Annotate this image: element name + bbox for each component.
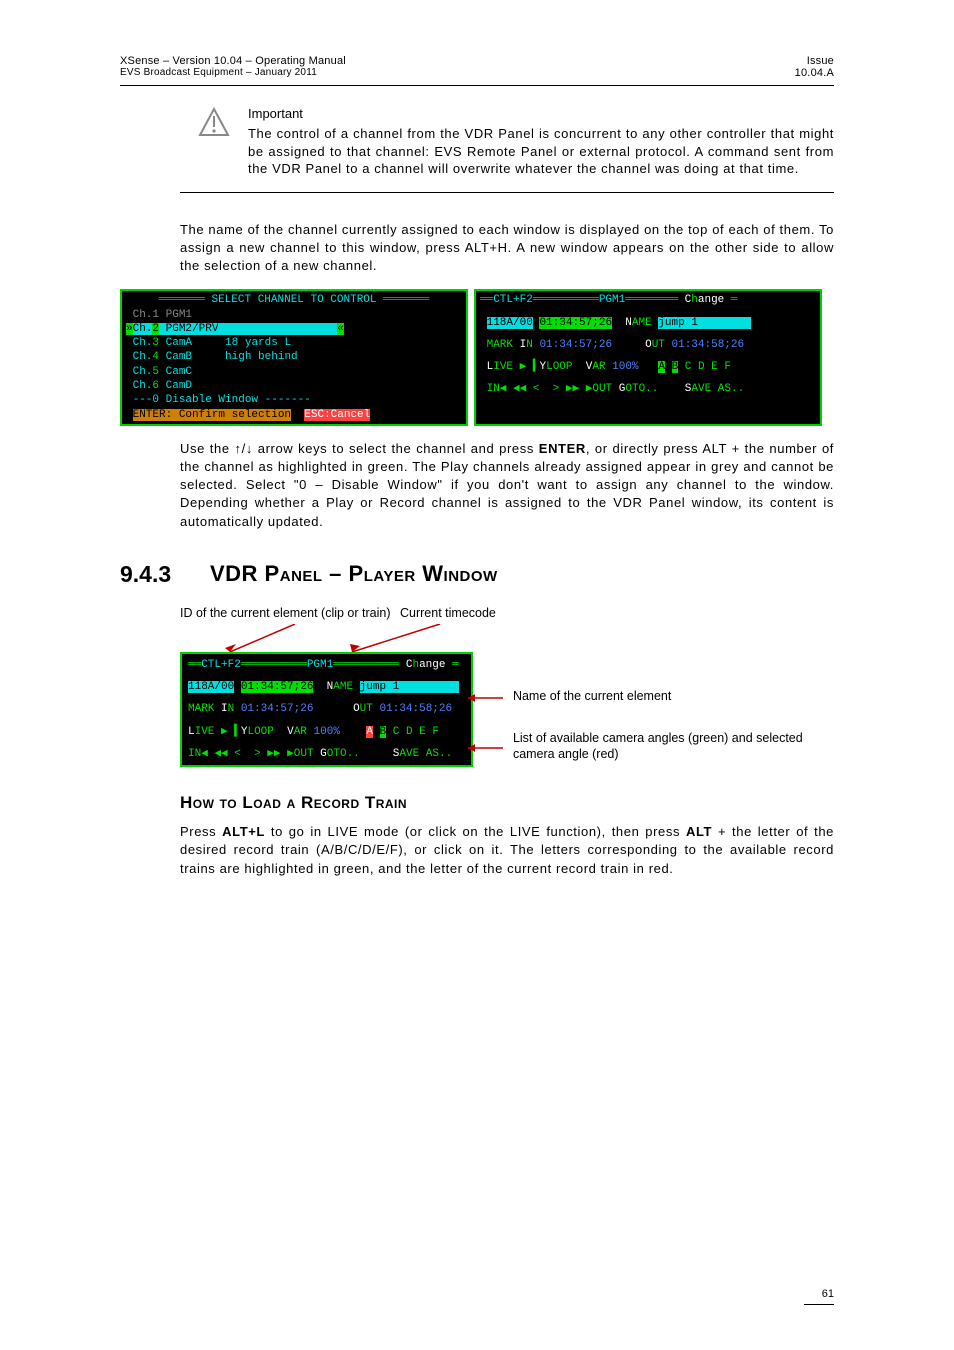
channel-row-3: Ch.3 CamA 18 yards L (126, 336, 462, 350)
section-title: VDR Panel – Player Window (210, 561, 498, 588)
cancel-label: ESC:Cancel (304, 409, 370, 421)
section-heading: 9.4.3 VDR Panel – Player Window (120, 561, 834, 588)
terminal-pair: ═══════ SELECT CHANNEL TO CONTROL ══════… (120, 289, 834, 426)
page-header: XSense – Version 10.04 – Operating Manua… (120, 55, 834, 79)
header-title: XSense – Version 10.04 – Operating Manua… (120, 55, 346, 67)
page-number: 61 (804, 1288, 834, 1305)
header-rule (120, 85, 834, 86)
mark-out-tc: 01:34:58;26 (672, 339, 745, 351)
channel-select-window: ═══════ SELECT CHANNEL TO CONTROL ══════… (120, 289, 468, 426)
channel-select-title: SELECT CHANNEL TO CONTROL (211, 294, 376, 306)
timecode: 01:34:57;26 (539, 317, 612, 329)
important-body: The control of a channel from the VDR Pa… (248, 125, 834, 178)
warning-icon (198, 106, 230, 143)
para-1: The name of the channel currently assign… (180, 221, 834, 276)
arrows-down (180, 624, 834, 652)
var-value: 100% (612, 361, 638, 373)
important-title: Important (248, 106, 834, 121)
clip-id: 118A/00 (487, 317, 533, 329)
player-window-small: ══CTL+F2══════════PGM1════════ Change ═ … (474, 289, 822, 426)
header-subtitle: EVS Broadcast Equipment – January 2011 (120, 67, 346, 78)
anno-tc: Current timecode (400, 606, 580, 620)
anno-name: Name of the current element (513, 689, 671, 703)
anno-id: ID of the current element (clip or train… (180, 606, 400, 620)
section-number: 9.4.3 (120, 561, 210, 588)
channel-disable: ---0 Disable Window ------- (126, 393, 462, 407)
annotation-row-top: ID of the current element (clip or train… (180, 606, 834, 620)
player-figure: ══CTL+F2══════════PGM1══════════ Change … (120, 652, 834, 767)
para-2: Use the ↑/↓ arrow keys to select the cha… (180, 440, 834, 531)
anno-cams: List of available camera angles (green) … (513, 731, 803, 761)
left-arrow-icon (463, 692, 503, 704)
subsection-heading: How to Load a Record Train (180, 793, 834, 813)
mark-in-tc: 01:34:57;26 (539, 339, 612, 351)
confirm-label: ENTER: Confirm selection (133, 409, 291, 421)
pgm-label: PGM1 (599, 294, 625, 306)
header-issue-value: 10.04.A (795, 67, 834, 79)
channel-row-5: Ch.5 CamC (126, 365, 462, 379)
important-block: Important The control of a channel from … (180, 106, 834, 193)
channel-row-1: Ch.1 PGM1 (126, 308, 462, 322)
ctl-label: CTL+F2 (493, 294, 533, 306)
channel-row-selected: »Ch.2 PGM2/PRV « (126, 322, 462, 336)
channel-row-4: Ch.4 CamB high behind (126, 350, 462, 364)
para-3: Press ALT+L to go in LIVE mode (or click… (180, 823, 834, 878)
left-arrow-icon (463, 742, 503, 754)
clip-name: jump 1 (658, 317, 698, 329)
channel-row-6: Ch.6 CamD (126, 379, 462, 393)
side-annotations: Name of the current element List of avai… (513, 652, 834, 767)
player-window: ══CTL+F2══════════PGM1══════════ Change … (180, 652, 473, 767)
header-issue-label: Issue (795, 55, 834, 67)
